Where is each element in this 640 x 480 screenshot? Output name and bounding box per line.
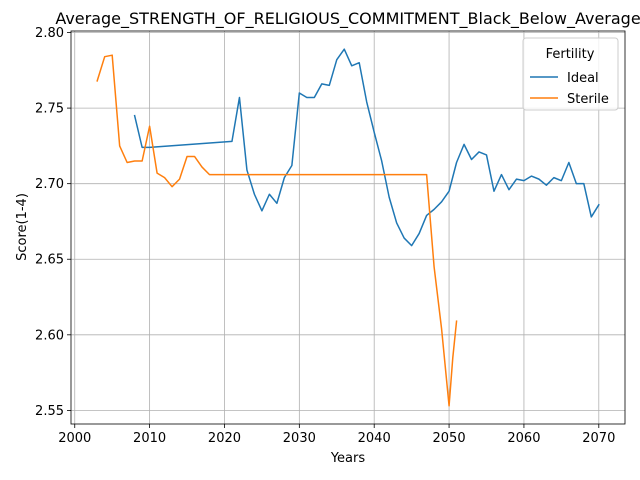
y-axis-label: Score(1-4) <box>15 193 30 261</box>
series-line-ideal <box>133 48 600 247</box>
x-tick-label: 2030 <box>283 431 316 446</box>
y-tick-label: 2.60 <box>35 328 64 343</box>
x-tick-label: 2040 <box>358 431 391 446</box>
legend-box <box>522 37 619 111</box>
grid-lines <box>71 31 625 424</box>
chart-title: Average_STRENGTH_OF_RELIGIOUS_COMMITMENT… <box>55 9 640 29</box>
y-tick-label: 2.70 <box>35 177 64 192</box>
y-tick-label: 2.65 <box>35 253 64 268</box>
y-tick-label: 2.75 <box>35 102 64 117</box>
plot-frame <box>70 30 626 425</box>
x-tick-label: 2050 <box>433 431 466 446</box>
y-tick-label: 2.55 <box>35 404 64 419</box>
legend-label-sterile: Sterile <box>567 92 609 107</box>
x-axis-label: Years <box>330 451 366 466</box>
x-tick-label: 2070 <box>582 431 615 446</box>
y-tick-label: 2.80 <box>35 26 64 41</box>
legend-title: Fertility <box>546 47 595 62</box>
x-tick-label: 2060 <box>507 431 540 446</box>
x-tick-label: 2000 <box>58 431 91 446</box>
series-line-sterile <box>96 54 458 407</box>
legend-label-ideal: Ideal <box>567 71 599 86</box>
axis-ticks: 2000 2010 2020 2030 2040 2050 2060 2070 2.55 2.60… <box>35 26 615 446</box>
x-tick-label: 2020 <box>208 431 241 446</box>
series-lines <box>96 48 600 407</box>
x-tick-label: 2010 <box>133 431 166 446</box>
legend: Fertility Ideal Sterile <box>522 37 619 111</box>
